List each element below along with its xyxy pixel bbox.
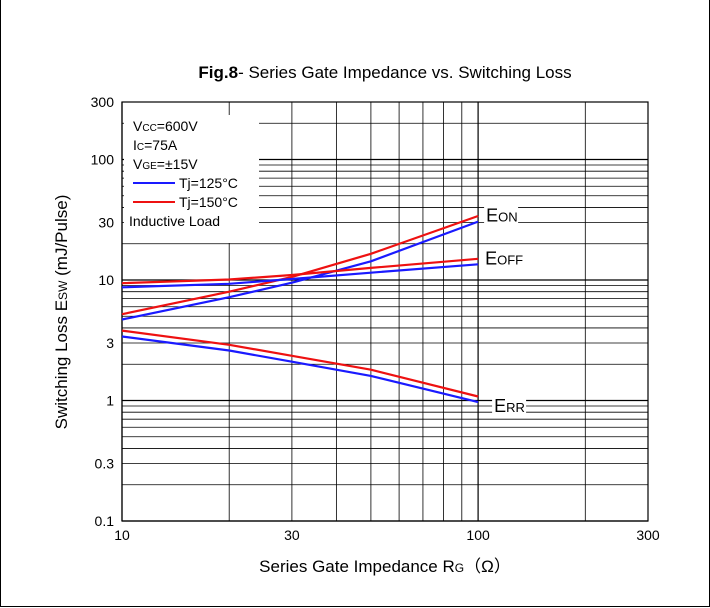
condition-text: VCC=600V xyxy=(133,118,198,134)
curve-label-background xyxy=(484,204,519,225)
title-text: - Series Gate Impedance vs. Switching Lo… xyxy=(238,63,572,82)
series-line xyxy=(121,263,479,289)
y-axis-ticks: 0.1 0.3 1 3 10 30 100 300 xyxy=(91,94,115,529)
legend-box: VCC=600V IC=75A VGE=±15V Tj=125°C Tj=150°C In… xyxy=(124,115,259,243)
curve-label: ERR xyxy=(494,396,525,416)
chart-title: Fig.8- Series Gate Impedance vs. Switchi… xyxy=(198,63,571,82)
y-tick-label: 3 xyxy=(106,335,114,351)
y-tick-label: 0.3 xyxy=(95,456,115,472)
curve-label: EOFF xyxy=(485,248,523,268)
title-fig-number: Fig.8 xyxy=(198,63,238,82)
series-line xyxy=(121,329,479,398)
condition-text: IC=75A xyxy=(133,137,178,153)
curve-label-background xyxy=(483,247,528,268)
condition-text: VGE=±15V xyxy=(133,156,198,172)
y-tick-label: 0.1 xyxy=(95,513,115,529)
y-tick-label: 300 xyxy=(91,94,115,110)
x-tick-label: 10 xyxy=(114,527,130,543)
x-tick-label: 30 xyxy=(284,527,300,543)
x-tick-label: 300 xyxy=(636,527,660,543)
legend-background xyxy=(124,115,259,243)
y-tick-label: 1 xyxy=(106,392,114,408)
series-line xyxy=(121,335,479,404)
grid xyxy=(121,101,649,522)
legend-label: Tj=125°C xyxy=(179,175,238,191)
legend-label: Tj=150°C xyxy=(179,194,238,210)
y-tick-label: 10 xyxy=(98,272,114,288)
series-line xyxy=(121,220,479,321)
curve-label-background xyxy=(492,395,527,416)
series-line xyxy=(121,214,479,316)
curve-label: EON xyxy=(486,206,518,226)
y-axis-label: Switching Loss ESW (mJ/Pulse) xyxy=(52,195,71,430)
x-axis-ticks: 10 30 100 300 xyxy=(114,527,660,543)
curve-labels: EON EOFF ERR xyxy=(483,204,528,416)
x-tick-label: 100 xyxy=(466,527,490,543)
legend-note: Inductive Load xyxy=(129,213,220,229)
x-axis-label: Series Gate Impedance RG（Ω） xyxy=(259,557,511,576)
plot-area-border xyxy=(121,101,649,522)
series-lines xyxy=(121,214,479,404)
y-tick-label: 30 xyxy=(98,215,114,231)
y-tick-label: 100 xyxy=(91,151,115,167)
series-line xyxy=(121,257,479,285)
